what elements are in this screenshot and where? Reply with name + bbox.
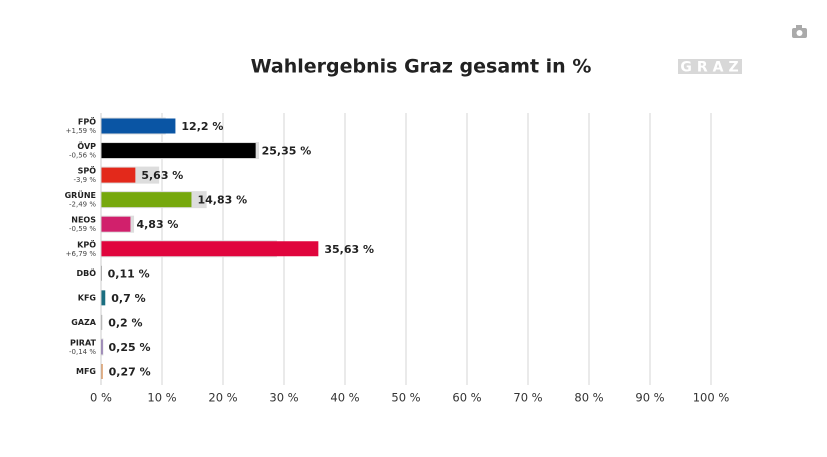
value-label: 5,63 % — [141, 169, 183, 182]
change-label: +1,59 % — [66, 127, 97, 135]
bar — [101, 192, 192, 208]
x-tick-label: 50 % — [391, 391, 420, 405]
change-label: -0,56 % — [69, 152, 96, 160]
bar — [101, 364, 103, 379]
bar — [101, 339, 103, 355]
x-tick-label: 100 % — [693, 391, 730, 405]
x-tick-label: 10 % — [147, 391, 176, 405]
logo-box — [678, 59, 742, 74]
change-label: -3,9 % — [73, 176, 96, 184]
change-label: -0,59 % — [69, 225, 96, 233]
value-label: 0,11 % — [108, 267, 150, 280]
x-tick-label: 40 % — [330, 391, 359, 405]
chart-title: Wahlergebnis Graz gesamt in % — [251, 56, 592, 78]
camera-icon[interactable] — [792, 25, 807, 38]
category-label: NEOS — [71, 216, 96, 225]
change-label: -2,49 % — [69, 201, 96, 209]
change-label: -0,14 % — [69, 348, 96, 356]
value-label: 12,2 % — [181, 120, 223, 133]
category-label: SPÖ — [78, 166, 97, 176]
category-label: FPÖ — [78, 117, 96, 127]
bar — [101, 314, 103, 330]
value-label: 35,63 % — [324, 243, 374, 256]
category-label: MFG — [76, 367, 96, 376]
bar — [101, 167, 136, 183]
value-label: 0,25 % — [109, 341, 151, 354]
x-tick-label: 30 % — [269, 391, 298, 405]
bar — [101, 241, 319, 257]
value-label: 0,27 % — [109, 366, 151, 379]
value-label: 14,83 % — [197, 194, 247, 207]
category-label: KFG — [78, 293, 96, 302]
x-tick-label: 80 % — [574, 391, 603, 405]
value-label: 0,2 % — [108, 316, 142, 329]
category-label: ÖVP — [77, 141, 96, 151]
value-label: 4,83 % — [136, 218, 178, 231]
x-tick-label: 70 % — [513, 391, 542, 405]
category-label: DBÖ — [76, 268, 96, 278]
x-tick-label: 60 % — [452, 391, 481, 405]
x-tick-label: 90 % — [635, 391, 664, 405]
x-tick-label: 20 % — [208, 391, 237, 405]
category-label: KPÖ — [77, 239, 96, 249]
value-label: 25,35 % — [262, 145, 312, 158]
x-tick-label: 0 % — [90, 391, 112, 405]
bar — [101, 290, 106, 306]
logo: GRAZ — [680, 60, 743, 76]
category-label: GAZA — [71, 318, 97, 327]
category-label: PIRAT — [70, 338, 97, 347]
change-label: +6,79 % — [66, 250, 97, 258]
bar — [101, 216, 131, 232]
value-label: 0,7 % — [111, 292, 145, 305]
bar — [101, 143, 256, 159]
category-label: GRÜNE — [65, 190, 96, 200]
bar — [101, 118, 176, 134]
